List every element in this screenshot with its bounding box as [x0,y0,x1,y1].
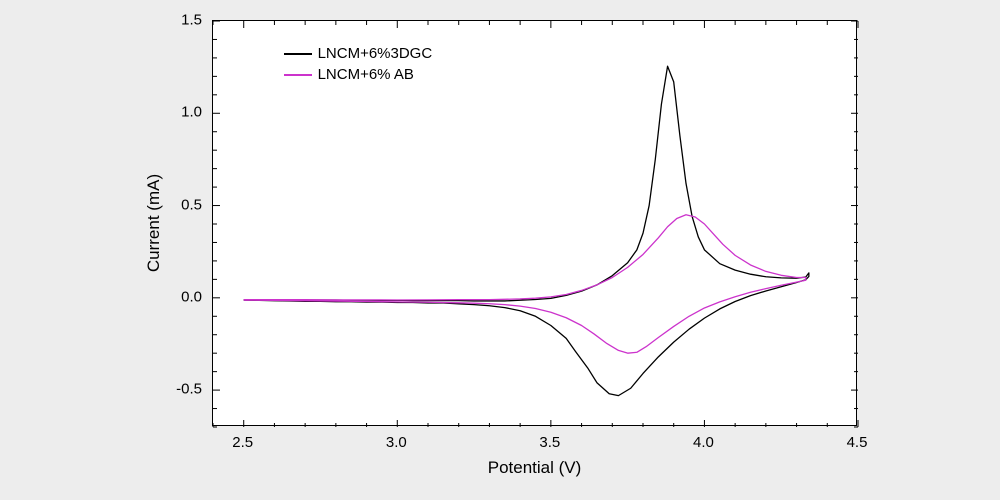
x-tick-label: 3.0 [386,434,407,451]
plot-area: LNCM+6%3DGCLNCM+6% AB [212,20,857,426]
x-axis-title: Potential (V) [488,458,582,478]
x-tick-label: 4.5 [847,434,868,451]
y-tick-label: 0.0 [181,288,202,305]
y-tick-label: 1.0 [181,104,202,121]
legend-swatch [284,53,312,55]
y-axis-title: Current (mA) [144,174,164,272]
legend: LNCM+6%3DGCLNCM+6% AB [276,39,441,91]
legend-item: LNCM+6%3DGC [284,43,433,64]
y-tick-label: 1.5 [181,12,202,29]
legend-label: LNCM+6% AB [318,64,414,85]
cv-chart-figure: LNCM+6%3DGCLNCM+6% AB 2.5 3.0 3.5 4.0 4.5 -0… [0,0,1000,500]
legend-label: LNCM+6%3DGC [318,43,433,64]
y-tick-label: 0.5 [181,196,202,213]
x-tick-label: 2.5 [232,434,253,451]
x-tick-label: 3.5 [539,434,560,451]
legend-item: LNCM+6% AB [284,64,433,85]
x-tick-label: 4.0 [693,434,714,451]
y-tick-label: -0.5 [176,381,202,398]
legend-swatch [284,74,312,76]
